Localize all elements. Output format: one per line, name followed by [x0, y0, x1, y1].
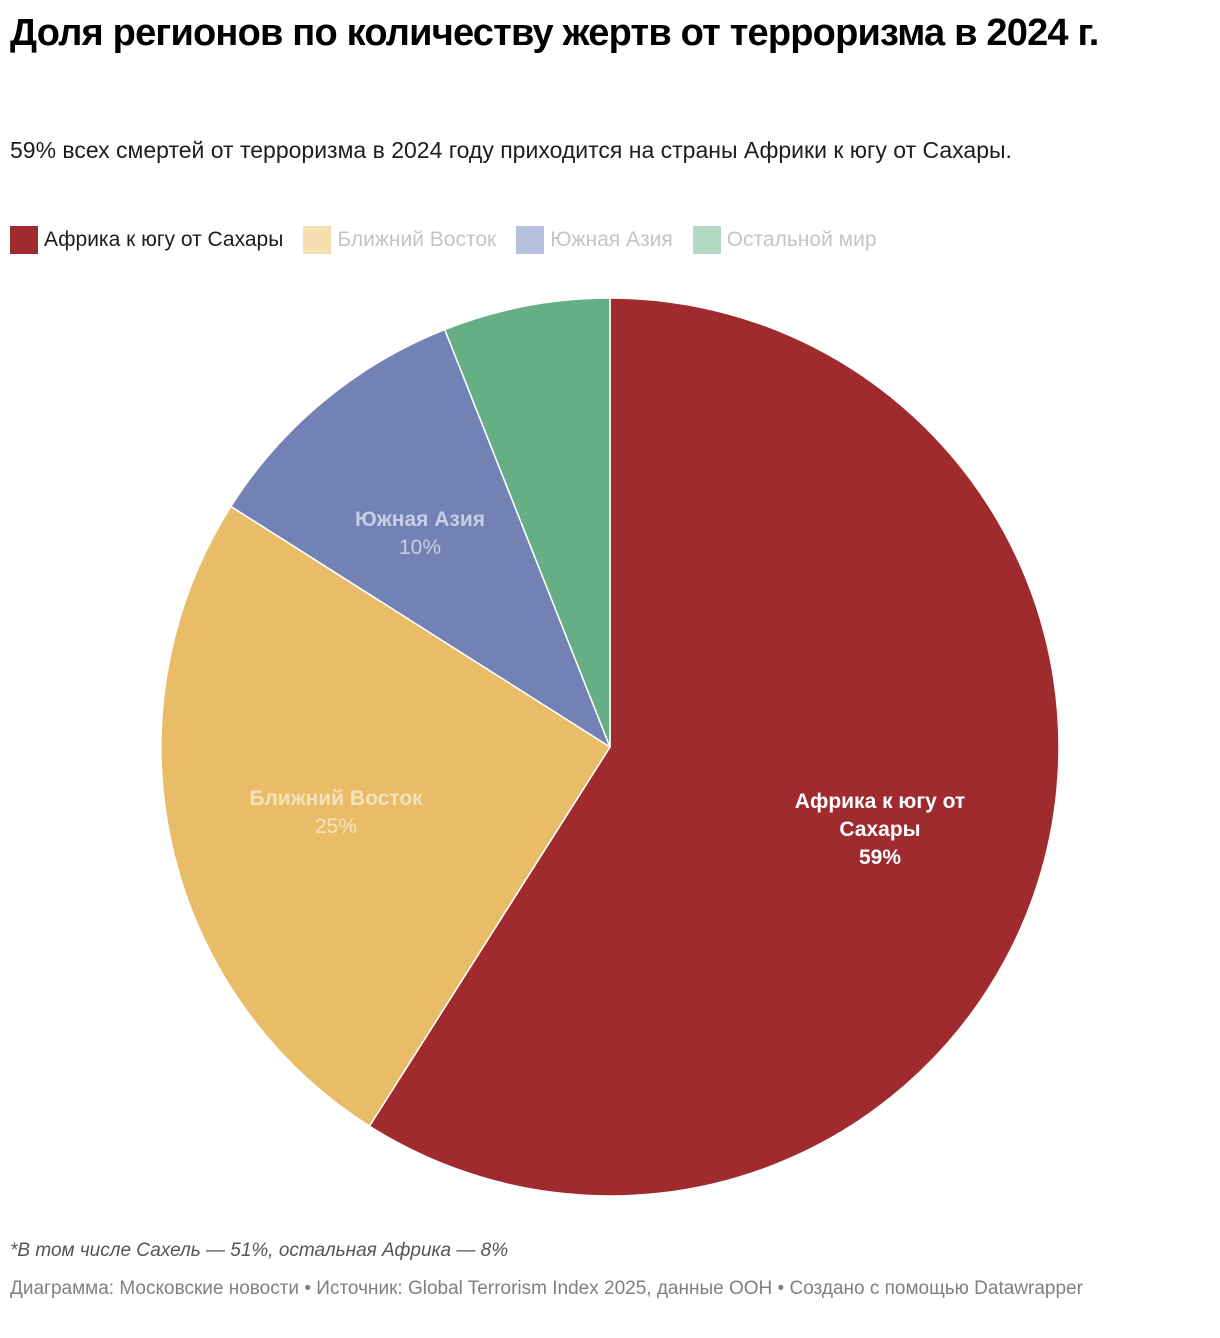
- pie-slice-africa[interactable]: [368, 297, 1060, 1197]
- legend-swatch-south-asia: [516, 226, 545, 254]
- legend-item-middle-east[interactable]: Ближний Восток: [303, 226, 496, 254]
- pie-slice-south-asia[interactable]: [230, 328, 611, 748]
- legend-swatch-middle-east: [303, 226, 332, 254]
- legend-label: Африка к югу от Сахары: [44, 228, 284, 251]
- separator: •: [304, 1278, 311, 1299]
- chart-title: Доля регионов по количеству жертв от тер…: [10, 12, 1099, 54]
- chart-notes: *В том числе Сахель — 51%, остальная Афр…: [10, 1240, 509, 1261]
- slice-label-middle-east: Ближний Восток 25%: [249, 787, 423, 838]
- credit-label: Диаграмма:: [10, 1278, 115, 1299]
- slice-label-africa: Африка к югу от Сахары 59%: [795, 790, 965, 869]
- legend-swatch-rest-of-world: [692, 226, 721, 254]
- chart-footer: Диаграмма: Московские новости • Источник…: [10, 1276, 1200, 1301]
- source-value: Global Terrorism Index 2025, данные ООН: [407, 1278, 773, 1299]
- separator: •: [777, 1278, 785, 1299]
- legend-item-africa[interactable]: Африка к югу от Сахары: [10, 226, 283, 254]
- datawrapper-link[interactable]: Datawrapper: [974, 1278, 1083, 1299]
- made-with-label: Создано с помощью: [789, 1278, 969, 1299]
- legend-label: Южная Азия: [550, 228, 673, 251]
- legend-swatch-africa: [10, 226, 38, 254]
- slice-label-south-asia: Южная Азия 10%: [355, 508, 485, 559]
- pie-slices: [160, 297, 1060, 1197]
- chart-subtitle: 59% всех смертей от терроризма в 2024 го…: [10, 137, 1012, 163]
- legend-label: Ближний Восток: [337, 228, 497, 251]
- pie-slice-middle-east[interactable]: [160, 505, 611, 1127]
- credit-value: Московские новости: [119, 1278, 300, 1299]
- legend-item-rest-of-world[interactable]: Остальной мир: [692, 226, 877, 254]
- pie-slice-rest-of-world[interactable]: [443, 297, 611, 748]
- source-label: Источник:: [316, 1278, 403, 1299]
- pie-chart-svg: Африка к югу от Сахары 59% Ближний Восток 25…: [160, 297, 1060, 1197]
- legend-label: Остальной мир: [726, 228, 877, 251]
- legend: Африка к югу от Сахары Ближний Восток Юж…: [10, 226, 897, 254]
- pie-labels: Африка к югу от Сахары 59% Ближний Восток 25…: [249, 508, 965, 869]
- legend-item-south-asia[interactable]: Южная Азия: [516, 226, 673, 254]
- pie-chart: Африка к югу от Сахары 59% Ближний Восток 25…: [0, 280, 1220, 1220]
